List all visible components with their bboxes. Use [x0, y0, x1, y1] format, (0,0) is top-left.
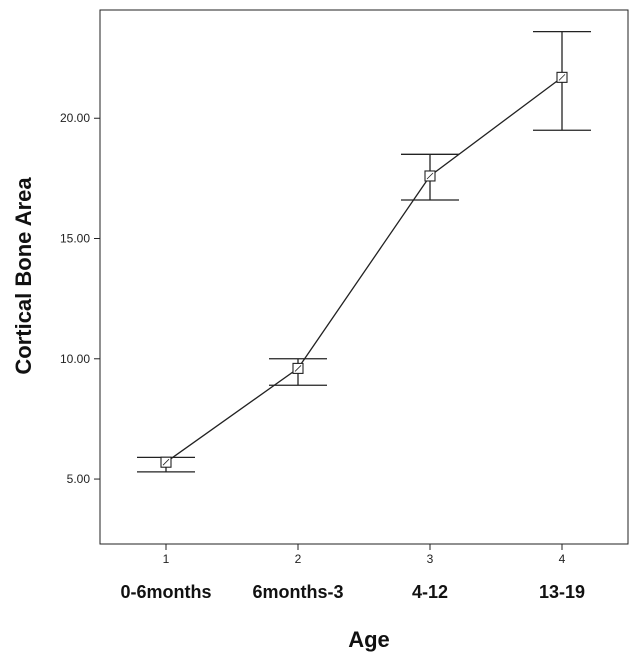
x-axis-title: Age [348, 627, 390, 652]
marker-cross-1 [294, 365, 302, 372]
category-label-0: 0-6months [120, 582, 211, 602]
y-tick-label-1: 10.00 [60, 352, 90, 366]
category-label-2: 4-12 [412, 582, 448, 602]
category-label-1: 6months-3 [252, 582, 343, 602]
data-point-3 [556, 71, 568, 83]
x-tick-label-2: 3 [427, 552, 434, 566]
y-tick-label-3: 20.00 [60, 111, 90, 125]
x-tick-label-1: 2 [295, 552, 302, 566]
series-line-0 [165, 76, 563, 463]
plot-frame [99, 9, 629, 545]
data-point-2 [424, 170, 436, 182]
y-tick-label-2: 15.00 [60, 232, 90, 246]
category-label-3: 13-19 [539, 582, 585, 602]
marker-cross-2 [426, 172, 434, 180]
data-point-1 [292, 362, 304, 374]
series-layer [137, 30, 591, 473]
x-tick-label-0: 1 [163, 552, 170, 566]
x-axis: 1 0-6months 2 6months-3 3 4-12 4 13-19 [120, 544, 585, 602]
marker-cross-0 [162, 458, 170, 466]
y-axis-title: Cortical Bone Area [11, 177, 36, 375]
data-point-0 [160, 456, 172, 468]
y-axis: 5.00 10.00 15.00 20.00 [60, 111, 100, 486]
marker-cross-3 [558, 74, 566, 81]
x-tick-label-3: 4 [559, 552, 566, 566]
y-tick-label-0: 5.00 [67, 472, 91, 486]
